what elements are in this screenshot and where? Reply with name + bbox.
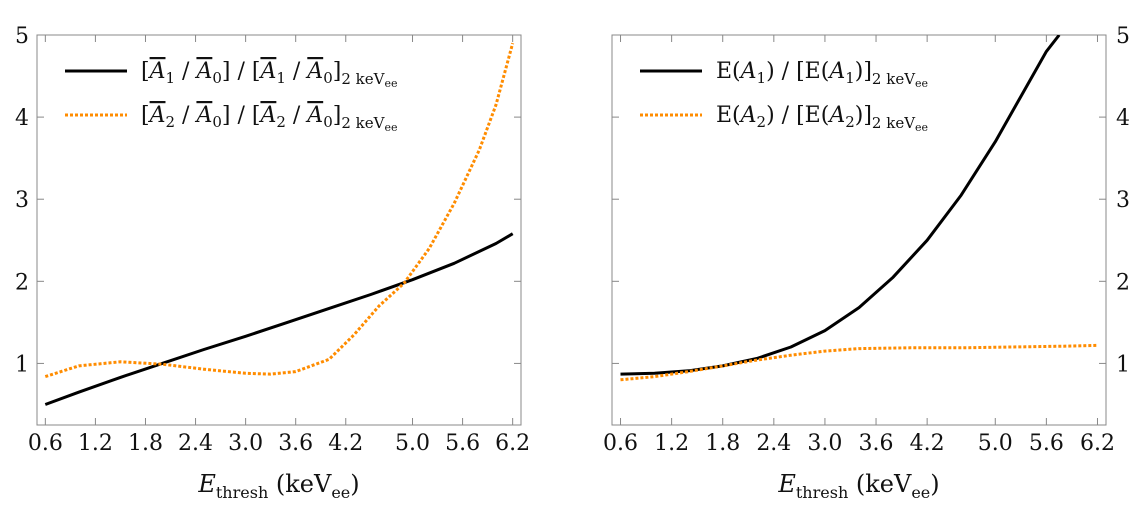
y-tick-label: 1 — [15, 352, 29, 377]
x-tick-label: 6.2 — [1080, 431, 1115, 456]
legend-label: E(A1) / [E(A1)]2 keVee — [716, 59, 928, 90]
y-tick-label: 5 — [1116, 24, 1130, 49]
x-tick-label: 4.2 — [910, 431, 945, 456]
y-tick-label: 3 — [15, 188, 29, 213]
y-tick-label: 3 — [1116, 188, 1130, 213]
x-axis-label: Ethresh (keVee) — [197, 470, 359, 502]
left-chart: 0.6 1.2 1.8 2.4 3.0 3.6 4.2 5.0 5.6 6.2 1 2 3 4 5 [A1 /… — [15, 24, 530, 502]
y-tick-label: 2 — [1116, 270, 1130, 295]
x-tick-label: 1.8 — [128, 431, 163, 456]
x-tick-label: 5.0 — [978, 431, 1013, 456]
legend-label: [A2 / A0] / [A2 / A0]2 keVee — [141, 103, 397, 134]
x-tick-label: 3.0 — [807, 431, 842, 456]
x-tick-label: 5.6 — [445, 431, 480, 456]
legend-label: [A1 / A0] / [A1 / A0]2 keVee — [141, 59, 397, 90]
y-tick-label: 4 — [15, 106, 29, 131]
legend-label: E(A2) / [E(A2)]2 keVee — [716, 103, 928, 134]
plot-frame — [36, 34, 522, 426]
x-tick-label: 0.6 — [603, 431, 638, 456]
y-tick-label: 1 — [1116, 352, 1130, 377]
series-line-dotted — [620, 343, 1098, 382]
x-tick-label: 4.2 — [328, 431, 363, 456]
series-line-solid — [44, 232, 514, 406]
y-tick-label: 5 — [15, 24, 29, 49]
y-tick-label: 4 — [1116, 106, 1130, 131]
x-tick-label: 3.6 — [859, 431, 894, 456]
right-chart: 0.6 1.2 1.8 2.4 3.0 3.6 4.2 5.0 5.6 6.2 1 2 3 4 5 E(A1)… — [603, 24, 1130, 502]
x-tick-label: 3.0 — [228, 431, 263, 456]
x-tick-label: 5.0 — [395, 431, 430, 456]
plot-frame — [611, 34, 1107, 426]
x-tick-label: 6.2 — [495, 431, 530, 456]
x-tick-label: 3.6 — [278, 431, 313, 456]
series-line-solid — [620, 35, 1061, 376]
x-tick-label: 5.6 — [1029, 431, 1064, 456]
x-tick-label: 2.4 — [756, 431, 791, 456]
x-tick-label: 1.2 — [654, 431, 689, 456]
x-tick-label: 2.4 — [178, 431, 213, 456]
x-tick-label: 1.2 — [78, 431, 113, 456]
x-tick-label: 1.8 — [705, 431, 740, 456]
x-tick-label: 0.6 — [28, 431, 63, 456]
y-tick-label: 2 — [15, 270, 29, 295]
x-axis-label: Ethresh (keVee) — [777, 470, 939, 502]
